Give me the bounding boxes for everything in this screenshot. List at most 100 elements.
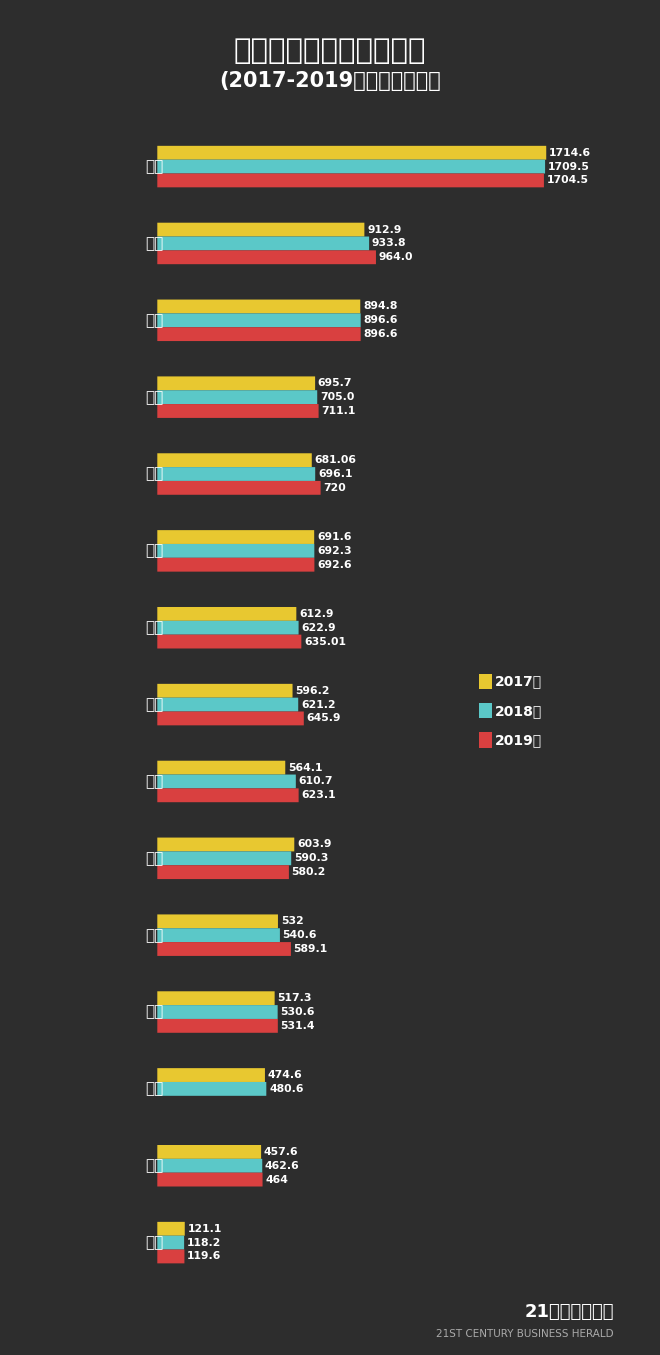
FancyBboxPatch shape [157,621,298,634]
FancyBboxPatch shape [157,1145,261,1159]
Text: 964.0: 964.0 [379,252,413,263]
Text: 457.6: 457.6 [264,1146,298,1157]
FancyBboxPatch shape [157,467,315,481]
FancyBboxPatch shape [157,851,291,866]
Text: 596.2: 596.2 [295,686,330,695]
Text: 宁波: 宁波 [145,928,163,943]
Text: 894.8: 894.8 [363,301,397,312]
Text: 623.1: 623.1 [302,790,336,801]
FancyBboxPatch shape [157,1236,184,1249]
FancyBboxPatch shape [157,1083,266,1096]
Text: 青岛: 青岛 [145,851,163,866]
Text: 530.6: 530.6 [280,1007,315,1018]
Text: 612.9: 612.9 [299,608,333,619]
Text: 933.8: 933.8 [372,238,407,248]
Text: 462.6: 462.6 [265,1161,300,1171]
FancyBboxPatch shape [157,377,315,390]
FancyBboxPatch shape [157,313,360,327]
Text: 东莞: 东莞 [145,390,163,405]
Text: 695.7: 695.7 [318,378,352,389]
FancyBboxPatch shape [157,481,321,495]
FancyBboxPatch shape [157,942,291,955]
FancyBboxPatch shape [157,251,376,264]
Text: 691.6: 691.6 [317,533,351,542]
Text: 1714.6: 1714.6 [549,148,591,157]
Text: 佛山: 佛山 [145,1004,163,1019]
FancyBboxPatch shape [157,299,360,313]
FancyBboxPatch shape [157,837,294,851]
Text: 西安: 西安 [145,696,163,713]
FancyBboxPatch shape [157,237,369,251]
Text: 沈阳: 沈阳 [145,1236,163,1251]
Text: 武汉: 武汉 [145,774,163,789]
Text: 610.7: 610.7 [298,776,333,786]
Text: 长沙: 长沙 [145,1081,163,1096]
Text: 720: 720 [323,482,346,493]
Text: 南京: 南京 [145,1159,163,1173]
FancyBboxPatch shape [157,160,545,173]
FancyBboxPatch shape [157,558,314,572]
Text: 新一线城市就业人口一览: 新一线城市就业人口一览 [234,38,426,65]
Text: 645.9: 645.9 [306,714,341,724]
FancyBboxPatch shape [157,146,546,160]
FancyBboxPatch shape [157,992,275,1005]
Text: (2017-2019年）单位：万人: (2017-2019年）单位：万人 [219,72,441,91]
Text: 589.1: 589.1 [294,944,328,954]
FancyBboxPatch shape [157,1005,278,1019]
FancyBboxPatch shape [157,760,285,775]
FancyBboxPatch shape [157,698,298,711]
Text: 603.9: 603.9 [297,840,331,850]
Text: 692.6: 692.6 [317,560,352,569]
Text: 成都: 成都 [145,236,163,251]
Text: 912.9: 912.9 [367,225,401,234]
Bar [479,732,492,748]
Text: 1704.5: 1704.5 [546,175,589,186]
Text: 590.3: 590.3 [294,854,328,863]
Text: 杭州: 杭州 [145,466,163,481]
FancyBboxPatch shape [157,684,292,698]
Text: 1709.5: 1709.5 [548,161,589,172]
FancyBboxPatch shape [157,173,544,187]
Text: 2019年: 2019年 [495,733,543,747]
FancyBboxPatch shape [157,1249,184,1263]
FancyBboxPatch shape [157,1172,263,1187]
Bar [479,703,492,718]
FancyBboxPatch shape [157,1222,185,1236]
FancyBboxPatch shape [157,1068,265,1083]
Text: 635.01: 635.01 [304,637,346,646]
Text: 121.1: 121.1 [187,1224,222,1234]
Bar [479,673,492,690]
FancyBboxPatch shape [157,222,364,237]
Text: 118.2: 118.2 [187,1237,221,1248]
FancyBboxPatch shape [157,327,360,341]
Text: 711.1: 711.1 [321,406,356,416]
Text: 540.6: 540.6 [282,930,317,940]
FancyBboxPatch shape [157,1019,278,1033]
FancyBboxPatch shape [157,390,317,404]
Text: 464: 464 [265,1175,288,1184]
FancyBboxPatch shape [157,543,314,558]
Text: 896.6: 896.6 [364,329,398,339]
FancyBboxPatch shape [157,789,298,802]
FancyBboxPatch shape [157,1159,262,1172]
FancyBboxPatch shape [157,404,319,417]
Text: 532: 532 [280,916,304,927]
Text: 621.2: 621.2 [301,699,335,710]
FancyBboxPatch shape [157,607,296,621]
Text: 重庆: 重庆 [145,159,163,173]
Text: 郑州: 郑州 [145,621,163,635]
Text: 2018年: 2018年 [495,703,543,718]
Text: 692.3: 692.3 [317,546,352,556]
Text: 696.1: 696.1 [318,469,352,480]
Text: 517.3: 517.3 [277,993,312,1003]
Text: 苏州: 苏州 [145,543,163,558]
FancyBboxPatch shape [157,866,289,879]
Text: 622.9: 622.9 [302,623,336,633]
Text: 21ST CENTURY BUSINESS HERALD: 21ST CENTURY BUSINESS HERALD [436,1329,614,1339]
FancyBboxPatch shape [157,711,304,725]
Text: 681.06: 681.06 [315,455,356,465]
Text: 896.6: 896.6 [364,316,398,325]
Text: 474.6: 474.6 [268,1070,302,1080]
FancyBboxPatch shape [157,915,278,928]
Text: 2017年: 2017年 [495,675,543,688]
